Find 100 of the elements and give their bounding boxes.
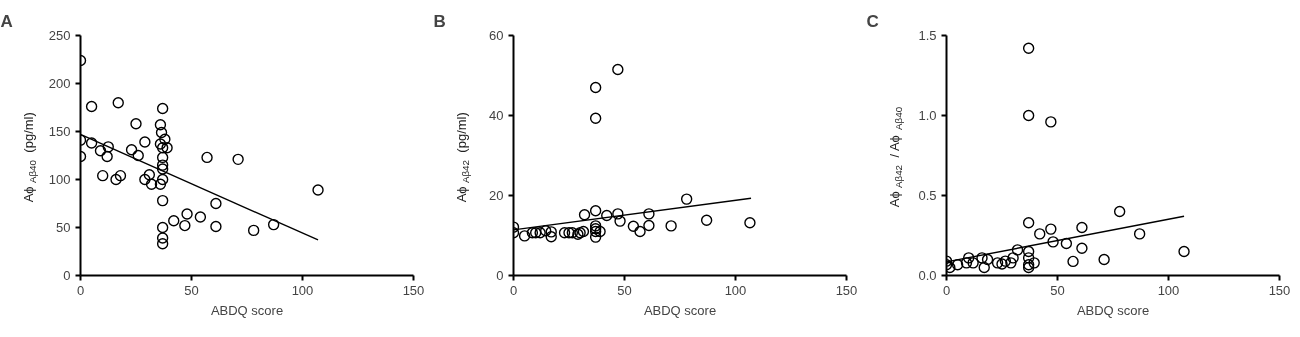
point	[601, 209, 613, 222]
y-tick-label: 250	[48, 28, 71, 43]
point	[130, 118, 142, 130]
point	[201, 151, 213, 164]
point	[1028, 257, 1040, 269]
point	[963, 252, 975, 264]
x-tick-label: 150	[402, 282, 425, 298]
point	[210, 197, 222, 210]
y-axis-title: AϕAβ42 / AϕAβ40	[887, 106, 904, 208]
point	[101, 150, 113, 163]
point	[181, 208, 193, 220]
point	[179, 219, 191, 232]
chart-title: A	[0, 11, 13, 31]
point	[1011, 244, 1024, 256]
point	[1022, 217, 1035, 229]
point	[110, 173, 122, 186]
point	[991, 257, 1004, 269]
point	[534, 227, 546, 239]
point	[612, 208, 624, 220]
point	[578, 209, 591, 221]
point	[154, 178, 167, 190]
y-tick-label: 0	[63, 268, 71, 283]
y-tick-label: 1.0	[918, 108, 937, 123]
point	[145, 178, 158, 190]
y-tick-label: 150	[48, 124, 71, 139]
point	[558, 227, 571, 239]
point	[700, 214, 713, 226]
point	[951, 259, 964, 271]
point	[1022, 109, 1035, 122]
point	[1022, 42, 1035, 54]
point	[1076, 242, 1088, 254]
point	[589, 205, 602, 217]
y-tick-label: 60	[489, 28, 504, 43]
y-tick-label: 40	[489, 108, 504, 123]
point	[999, 255, 1012, 267]
point	[526, 227, 539, 239]
y-tick-label: 50	[56, 220, 71, 235]
point	[102, 141, 114, 153]
point	[156, 142, 169, 154]
point	[627, 220, 640, 232]
point	[1034, 228, 1046, 240]
point	[85, 100, 98, 113]
point	[1178, 245, 1190, 258]
y-axis-title: AϕAβ42 (pg/ml)	[454, 112, 471, 203]
x-tick-label: 0	[76, 282, 85, 298]
x-axis-title: ABDQ score	[210, 302, 284, 318]
point	[159, 133, 171, 145]
point	[530, 227, 542, 239]
x-tick-label: 150	[835, 282, 858, 298]
point	[1005, 257, 1017, 269]
point	[539, 225, 552, 237]
point	[744, 217, 756, 229]
x-tick-label: 100	[291, 282, 314, 298]
point	[589, 112, 602, 124]
y-tick-label: 200	[48, 76, 71, 91]
point	[210, 220, 222, 233]
x-tick-label: 50	[184, 282, 199, 298]
point	[1022, 252, 1035, 264]
x-tick-label: 0	[942, 282, 951, 298]
point	[612, 63, 624, 76]
point	[156, 159, 169, 171]
point	[1045, 223, 1057, 235]
point	[154, 119, 167, 131]
point	[154, 138, 167, 150]
point	[634, 225, 646, 238]
y-tick-label: 0	[496, 268, 504, 283]
point	[156, 163, 169, 175]
x-tick-label: 50	[1050, 282, 1065, 298]
point	[960, 257, 973, 269]
point	[545, 226, 557, 238]
point	[94, 145, 107, 157]
point	[996, 258, 1008, 270]
x-tick-label: 0	[509, 282, 518, 298]
x-axis-title: ABDQ score	[1076, 302, 1150, 318]
point	[1133, 228, 1146, 240]
point	[112, 97, 124, 109]
point	[156, 194, 169, 207]
point	[566, 227, 579, 239]
point	[156, 102, 169, 115]
point	[114, 169, 127, 182]
y-tick-label: 0.5	[918, 188, 937, 203]
point	[518, 230, 531, 242]
y-tick-label: 100	[48, 172, 71, 187]
point	[614, 215, 626, 227]
y-tick-label: 1.5	[918, 28, 937, 43]
point	[125, 144, 138, 156]
point	[132, 149, 144, 162]
point	[155, 126, 168, 139]
point	[156, 173, 169, 186]
point	[1060, 237, 1073, 250]
point	[594, 225, 606, 238]
x-tick-label: 50	[617, 282, 632, 298]
x-tick-label: 100	[1157, 282, 1180, 298]
point	[967, 257, 979, 269]
point	[976, 252, 988, 264]
point	[563, 227, 575, 239]
point	[156, 238, 169, 250]
point	[139, 173, 151, 186]
point	[1098, 253, 1110, 266]
point	[1007, 252, 1019, 264]
